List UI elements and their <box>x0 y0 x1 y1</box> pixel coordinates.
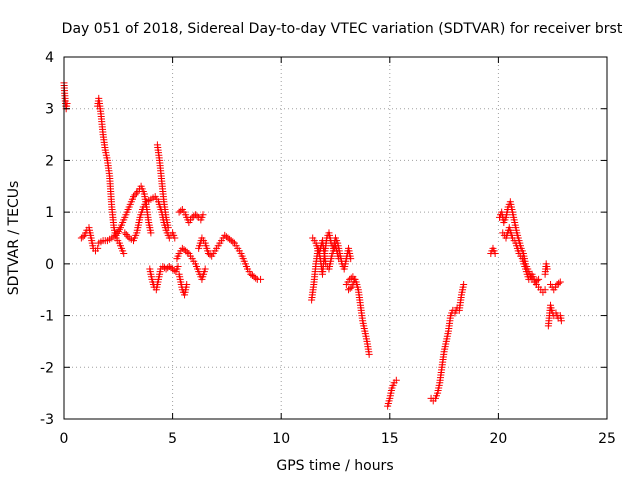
data-point <box>183 281 191 289</box>
data-point <box>555 279 563 287</box>
data-point <box>183 248 191 256</box>
y-tick-label: 4 <box>45 50 54 66</box>
grid-lines <box>64 57 607 419</box>
data-point <box>556 278 564 286</box>
data-point <box>193 212 201 220</box>
data-point <box>460 281 468 289</box>
data-point <box>541 286 549 294</box>
data-point <box>120 250 128 258</box>
data-point <box>124 232 132 240</box>
data-point <box>94 244 102 252</box>
data-point <box>229 238 237 246</box>
data-points <box>60 79 565 410</box>
data-point <box>535 275 543 283</box>
data-point <box>557 317 565 325</box>
data-point <box>131 191 139 199</box>
x-tick-label: 10 <box>272 431 290 447</box>
y-tick-label: 2 <box>45 153 54 169</box>
data-point <box>543 265 551 273</box>
data-point <box>335 255 343 263</box>
y-tick-label: -1 <box>40 309 54 325</box>
data-point <box>122 231 130 239</box>
y-tick-label: 3 <box>45 102 54 118</box>
data-point <box>130 193 138 201</box>
data-point <box>63 100 71 108</box>
x-tick-label: 20 <box>489 431 507 447</box>
data-point <box>252 274 260 282</box>
data-point <box>533 277 541 285</box>
data-point <box>199 211 207 219</box>
data-point <box>347 274 355 282</box>
data-point <box>257 275 265 283</box>
data-point <box>201 265 209 273</box>
chart-title: Day 051 of 2018, Sidereal Day-to-day VTE… <box>62 21 623 37</box>
data-point <box>206 251 214 259</box>
data-point <box>177 207 185 215</box>
data-point <box>147 229 155 237</box>
data-point <box>347 255 355 263</box>
data-point <box>365 350 373 358</box>
x-tick-label: 25 <box>598 431 616 447</box>
data-point <box>174 262 182 270</box>
x-tick-label: 15 <box>381 431 399 447</box>
x-axis-label: GPS time / hours <box>276 458 393 474</box>
y-tick-label: -2 <box>40 360 54 376</box>
data-point <box>351 275 359 283</box>
data-point <box>171 234 179 242</box>
x-tick-label: 0 <box>60 431 69 447</box>
data-point <box>132 189 140 197</box>
data-point <box>491 250 499 258</box>
data-point <box>392 376 400 384</box>
data-point <box>346 284 354 292</box>
data-point <box>164 224 172 232</box>
y-tick-label: -3 <box>40 412 54 428</box>
y-axis-label: SDTVAR / TECUs <box>6 181 22 296</box>
data-point <box>121 229 129 237</box>
x-tick-label: 5 <box>168 431 177 447</box>
plot-frame <box>63 56 608 420</box>
axis-ticks <box>63 56 608 420</box>
y-tick-label: 1 <box>45 205 54 221</box>
y-tick-label: 0 <box>45 257 54 273</box>
data-point <box>79 233 87 241</box>
